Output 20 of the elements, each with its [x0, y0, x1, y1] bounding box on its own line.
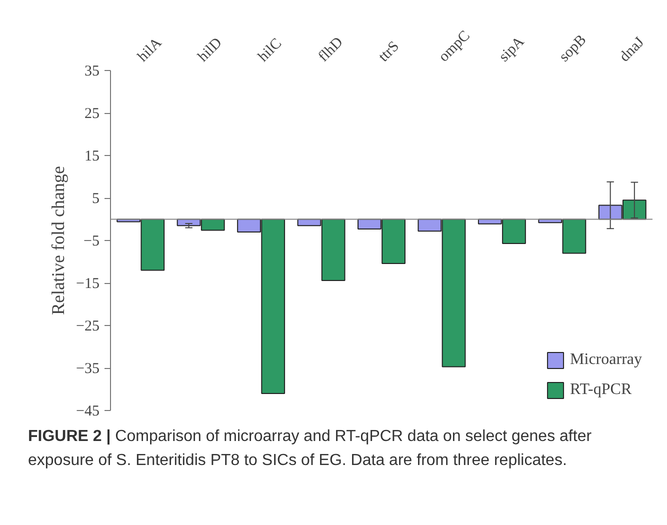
y-tick-label: 35	[84, 64, 100, 80]
caption: FIGURE 2 |	[28, 428, 111, 445]
x-tick-label: flhD	[316, 34, 346, 66]
y-tick-label: −15	[76, 276, 100, 292]
legend-label: RT-qPCR	[570, 381, 632, 399]
x-tick-label: hilA	[134, 34, 166, 66]
y-tick-label: −5	[84, 234, 100, 250]
x-tick-label: hilD	[195, 34, 226, 66]
y-axis-title: Relative fold change	[48, 166, 68, 315]
x-tick-label: sipA	[496, 34, 528, 66]
x-tick-label: dnaJ	[616, 34, 648, 66]
x-tick-label: hilC	[255, 36, 285, 66]
y-tick-label: −25	[76, 318, 100, 334]
y-tick-label: −35	[76, 361, 100, 377]
legend-label: Microarray	[570, 351, 642, 369]
y-tick-label: 15	[84, 148, 100, 164]
x-tick-label: ttrS	[376, 38, 402, 66]
y-tick-label: −45	[76, 404, 100, 420]
y-tick-label: 5	[92, 191, 100, 207]
y-tick-label: 25	[84, 106, 100, 122]
